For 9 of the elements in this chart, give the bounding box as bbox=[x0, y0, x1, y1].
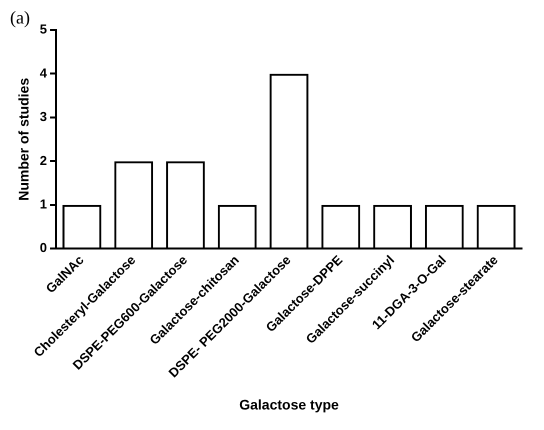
x-axis-title: Galactose type bbox=[239, 396, 340, 412]
y-tick-label: 2 bbox=[40, 152, 48, 168]
y-tick-label: 3 bbox=[40, 109, 48, 124]
text: (a) bbox=[10, 8, 30, 28]
y-tick-label: 5 bbox=[40, 22, 48, 37]
y-tick-label: 0 bbox=[40, 240, 48, 256]
y-tick-label: 4 bbox=[40, 65, 48, 80]
y-tick-label: 1 bbox=[40, 196, 48, 212]
y-axis-title: Number of studies bbox=[15, 78, 32, 201]
